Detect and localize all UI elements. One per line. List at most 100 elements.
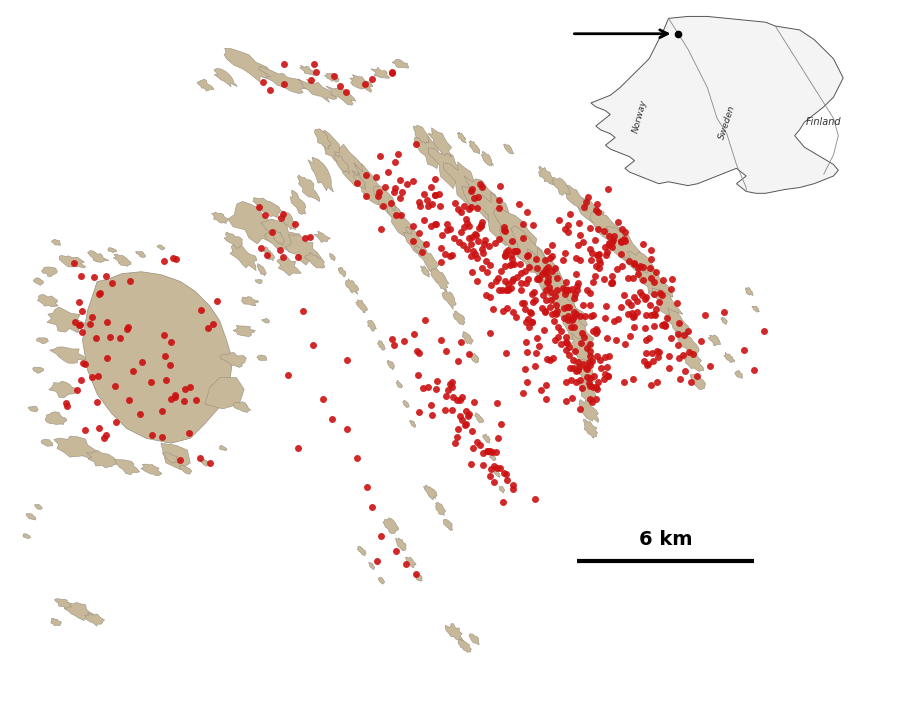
Point <box>332 80 347 92</box>
Polygon shape <box>675 330 699 356</box>
Point <box>461 410 475 422</box>
Point <box>514 284 528 295</box>
Polygon shape <box>574 357 595 387</box>
Polygon shape <box>220 445 227 451</box>
Point <box>489 276 503 287</box>
Polygon shape <box>606 227 647 272</box>
Point <box>507 258 521 269</box>
Point <box>644 272 659 284</box>
Point <box>495 305 509 316</box>
Point <box>545 309 560 320</box>
Point <box>601 370 616 382</box>
Point <box>543 252 557 264</box>
Point <box>428 189 443 201</box>
Point <box>464 425 479 437</box>
Point <box>527 360 542 372</box>
Polygon shape <box>140 464 162 476</box>
Point <box>464 183 479 195</box>
Point <box>472 222 486 233</box>
Point <box>505 275 519 287</box>
Point <box>650 345 664 356</box>
Point <box>561 220 575 231</box>
Point <box>562 208 577 220</box>
Polygon shape <box>665 308 690 338</box>
Point <box>528 295 543 306</box>
Polygon shape <box>282 210 296 230</box>
Point <box>97 432 112 444</box>
Point <box>445 382 459 393</box>
Point <box>155 432 169 443</box>
Point <box>576 236 590 247</box>
Point <box>109 416 123 427</box>
Point <box>538 266 553 277</box>
Point <box>374 223 388 235</box>
Polygon shape <box>257 264 266 276</box>
Point <box>265 226 279 237</box>
Point <box>473 220 488 232</box>
Point <box>394 210 409 221</box>
Point <box>467 192 482 203</box>
Point <box>276 78 291 90</box>
Point <box>412 200 427 211</box>
Point <box>582 287 597 299</box>
Point <box>393 192 408 203</box>
Point <box>479 255 493 267</box>
Point <box>450 432 464 443</box>
Point <box>71 319 86 331</box>
Polygon shape <box>224 232 242 248</box>
Point <box>364 73 379 85</box>
Point <box>418 315 432 326</box>
Point <box>590 384 605 395</box>
Point <box>673 373 688 385</box>
Point <box>602 239 616 250</box>
Point <box>510 245 525 257</box>
Polygon shape <box>241 296 258 306</box>
Point <box>74 270 88 282</box>
Point <box>494 418 508 429</box>
Point <box>400 178 414 190</box>
Point <box>178 383 193 395</box>
Point <box>580 372 594 383</box>
Point <box>434 242 448 253</box>
Point <box>490 462 504 474</box>
Point <box>358 190 373 201</box>
Point <box>618 235 633 247</box>
Point <box>306 340 320 351</box>
Point <box>647 289 662 300</box>
Point <box>592 262 607 274</box>
Point <box>537 306 552 317</box>
Point <box>602 237 616 249</box>
Point <box>83 318 97 329</box>
Point <box>526 296 540 308</box>
Point <box>471 192 485 203</box>
Point <box>463 348 477 360</box>
Point <box>453 395 467 406</box>
Polygon shape <box>51 239 60 245</box>
Point <box>537 324 552 336</box>
Point <box>432 188 446 200</box>
Point <box>544 295 558 306</box>
Point <box>500 474 514 486</box>
Polygon shape <box>406 227 412 235</box>
Text: Sweden: Sweden <box>717 104 736 141</box>
Point <box>561 311 575 322</box>
Polygon shape <box>22 534 31 538</box>
Polygon shape <box>721 317 727 324</box>
Point <box>474 181 489 193</box>
Point <box>451 356 465 367</box>
Point <box>291 252 305 263</box>
Point <box>686 349 700 360</box>
Point <box>470 252 484 263</box>
Point <box>600 370 615 382</box>
Polygon shape <box>414 134 445 169</box>
Point <box>518 363 532 374</box>
Point <box>561 226 575 237</box>
Point <box>608 230 622 242</box>
Point <box>502 260 517 271</box>
Point <box>470 437 484 448</box>
Point <box>633 261 647 272</box>
Polygon shape <box>639 270 673 304</box>
Point <box>557 303 572 314</box>
Point <box>516 218 530 230</box>
Point <box>625 300 639 311</box>
